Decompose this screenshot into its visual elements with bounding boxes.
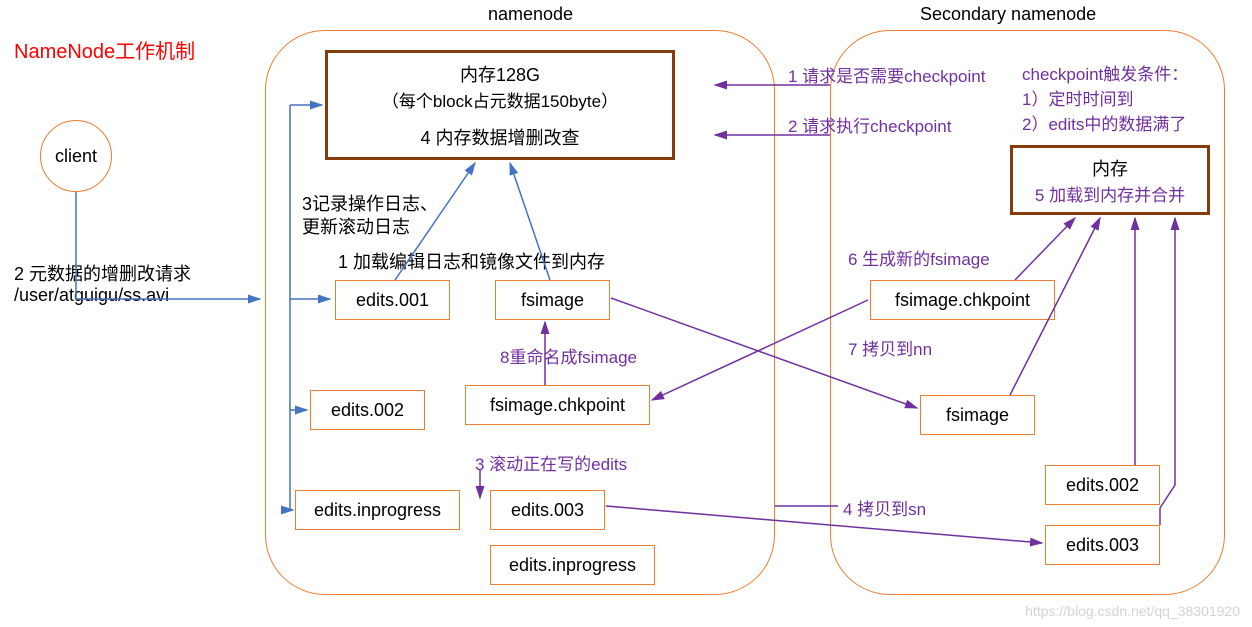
edits002-box: edits.002 (310, 390, 425, 430)
chk-2: 2）edits中的数据满了 (1022, 110, 1186, 135)
p6-label: 6 生成新的fsimage (848, 245, 990, 270)
p1-label: 1 请求是否需要checkpoint (788, 62, 985, 87)
memory-main-l2: （每个block占元数据150byte） (382, 87, 618, 112)
client-node: client (40, 120, 112, 192)
chk-1: 1）定时时间到 (1022, 85, 1133, 110)
header-namenode: namenode (488, 4, 573, 25)
memory-sn-l2: 5 加载到内存并合并 (1035, 181, 1185, 206)
log-label-2: 更新滚动日志 (302, 213, 410, 239)
memory-main-l1: 内存128G (460, 61, 540, 87)
memory-main-l3: 4 内存数据增删改查 (420, 124, 579, 150)
edits003-sn-box: edits.003 (1045, 525, 1160, 565)
fsimage-nn-box: fsimage (495, 280, 610, 320)
fsimage-chk-nn-box: fsimage.chkpoint (465, 385, 650, 425)
edits001-box: edits.001 (335, 280, 450, 320)
memory-main-box: 内存128G （每个block占元数据150byte） 4 内存数据增删改查 (325, 50, 675, 160)
chk-title: checkpoint触发条件： (1022, 60, 1188, 85)
fsimage-sn-box: fsimage (920, 395, 1035, 435)
header-secondary: Secondary namenode (920, 4, 1096, 25)
load-edits-label: 1 加载编辑日志和镜像文件到内存 (338, 248, 605, 274)
edits003-nn-box: edits.003 (490, 490, 605, 530)
p4-label: 4 拷贝到sn (843, 495, 926, 520)
memory-sn-l1: 内存 (1092, 155, 1128, 181)
fsimage-chk-sn-box: fsimage.chkpoint (870, 280, 1055, 320)
edits-inprog-box: edits.inprogress (295, 490, 460, 530)
request-line1: 2 元数据的增删改请求 (14, 260, 191, 286)
page-title: NameNode工作机制 (14, 35, 195, 64)
p8-label: 8重命名成fsimage (500, 343, 637, 368)
edits002-sn-box: edits.002 (1045, 465, 1160, 505)
edits-inprog2-box: edits.inprogress (490, 545, 655, 585)
watermark: https://blog.csdn.net/qq_38301920 (1025, 603, 1240, 619)
p3-label: 3 滚动正在写的edits (475, 450, 627, 475)
p2-label: 2 请求执行checkpoint (788, 112, 951, 137)
request-line2: /user/atguigu/ss.avi (14, 285, 169, 306)
client-label: client (55, 146, 97, 167)
memory-sn-box: 内存 5 加载到内存并合并 (1010, 145, 1210, 215)
p7-label: 7 拷贝到nn (848, 335, 932, 360)
